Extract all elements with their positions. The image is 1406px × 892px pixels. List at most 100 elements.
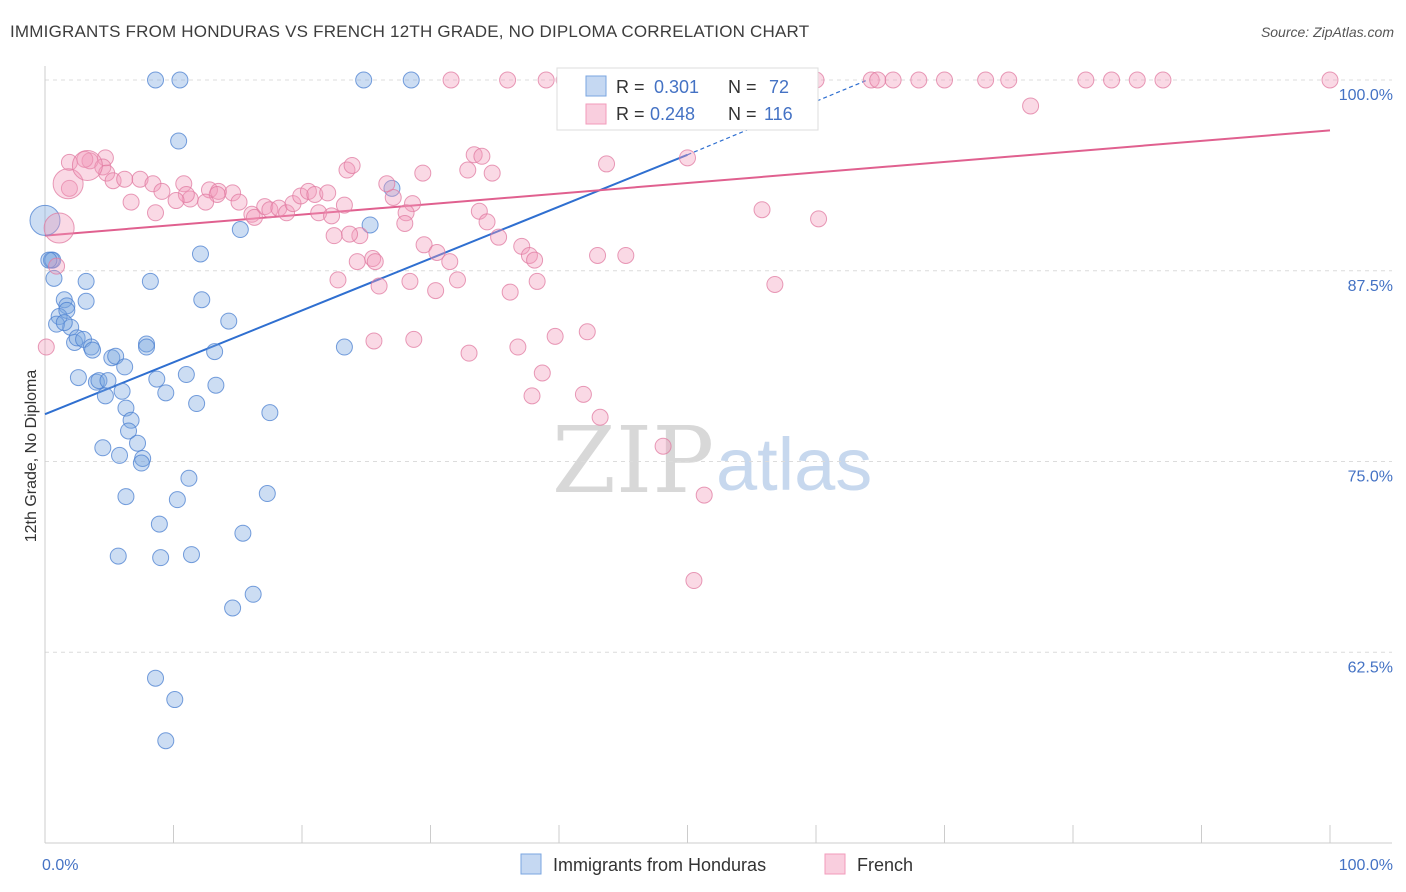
point-french-38 xyxy=(153,182,171,200)
y-tick-label-0: 100.0% xyxy=(1339,87,1393,104)
y-tick-label-1: 87.5% xyxy=(1348,278,1393,295)
point-honduras-54 xyxy=(180,469,198,487)
point-french-82 xyxy=(520,246,538,264)
point-french-72 xyxy=(343,156,361,174)
point-french-54 xyxy=(256,198,274,216)
point-honduras-56 xyxy=(168,491,186,509)
point-french-98 xyxy=(427,282,445,300)
point-honduras-40 xyxy=(207,376,225,394)
point-french-26 xyxy=(884,71,902,89)
point-honduras-63 xyxy=(244,585,262,603)
point-french-106 xyxy=(766,275,784,293)
point-french-64 xyxy=(323,207,341,225)
point-honduras-16 xyxy=(77,292,95,310)
point-french-17 xyxy=(936,71,953,89)
point-honduras-61 xyxy=(152,549,170,567)
y-tick-label-3: 62.5% xyxy=(1348,659,1393,676)
point-honduras-10 xyxy=(191,245,209,263)
bottom-legend-label-french: French xyxy=(857,855,913,875)
point-french-16 xyxy=(910,71,928,89)
legend-swatch-french xyxy=(585,103,607,125)
point-honduras-60 xyxy=(109,547,127,565)
point-honduras-12 xyxy=(141,272,159,290)
legend-n-label-french: N = xyxy=(728,104,757,124)
point-french-25 xyxy=(499,71,517,89)
point-french-24 xyxy=(1321,71,1339,89)
point-honduras-58 xyxy=(150,515,168,533)
point-french-68 xyxy=(397,204,415,222)
point-french-74 xyxy=(459,161,477,179)
point-honduras-65 xyxy=(147,669,165,687)
legend-r-value-honduras: 0.301 xyxy=(654,77,699,97)
point-french-94 xyxy=(441,253,459,271)
point-french-108 xyxy=(405,330,423,348)
legend-r-value-french: 0.248 xyxy=(650,104,695,124)
y-axis-tick-labels: 100.0% 87.5% 75.0% 62.5% xyxy=(1339,87,1393,676)
point-french-116 xyxy=(591,408,609,426)
point-honduras-46 xyxy=(122,411,140,429)
point-french-107 xyxy=(365,332,383,350)
point-french-76 xyxy=(473,147,491,165)
point-french-1 xyxy=(537,71,555,89)
point-french-105 xyxy=(810,210,828,228)
point-french-51 xyxy=(197,193,215,211)
point-french-67 xyxy=(404,195,422,213)
point-french-84 xyxy=(589,246,607,264)
point-honduras-31 xyxy=(206,343,224,361)
point-french-117 xyxy=(654,437,672,455)
point-honduras-2 xyxy=(355,71,373,89)
point-honduras-18 xyxy=(220,312,238,330)
point-french-49 xyxy=(167,192,185,210)
point-french-63 xyxy=(319,184,337,202)
trend-line-french xyxy=(44,129,1331,237)
point-honduras-67 xyxy=(157,732,175,750)
point-honduras-3 xyxy=(402,71,420,89)
point-french-118 xyxy=(695,486,713,504)
point-honduras-37 xyxy=(90,372,108,390)
point-honduras-34 xyxy=(116,358,134,376)
point-french-90 xyxy=(325,227,343,245)
point-french-55 xyxy=(261,201,279,219)
point-honduras-29 xyxy=(138,338,156,356)
source-label: Source: ZipAtlas.com xyxy=(1260,24,1394,40)
point-honduras-30 xyxy=(335,338,353,356)
legend-n-value-honduras: 72 xyxy=(769,77,789,97)
point-french-52 xyxy=(243,205,261,223)
point-french-80 xyxy=(490,228,508,246)
point-honduras-59 xyxy=(234,524,252,542)
watermark-atlas: atlas xyxy=(716,423,872,506)
x-tick-label-0: 0.0% xyxy=(42,857,78,874)
point-french-71 xyxy=(338,161,356,179)
x-axis-tick-labels: 0.0% 100.0% xyxy=(42,857,1393,874)
point-honduras-53 xyxy=(132,454,150,472)
point-french-85 xyxy=(617,246,635,264)
point-french-121 xyxy=(48,257,66,275)
point-french-77 xyxy=(483,164,501,182)
point-french-23 xyxy=(1154,71,1172,89)
point-french-69 xyxy=(384,189,402,207)
point-honduras-41 xyxy=(96,387,114,405)
point-honduras-62 xyxy=(182,546,200,564)
point-french-89 xyxy=(366,253,384,271)
y-tick-label-2: 75.0% xyxy=(1348,469,1393,486)
point-french-97 xyxy=(401,272,419,290)
point-french-36 xyxy=(131,170,149,188)
gridlines xyxy=(45,79,1392,653)
point-french-20 xyxy=(1077,71,1095,89)
point-honduras-0 xyxy=(147,71,165,89)
legend-r-label-honduras: R = xyxy=(616,77,645,97)
point-french-110 xyxy=(509,338,527,356)
point-honduras-4 xyxy=(170,132,188,150)
bottom-legend-label-honduras: Immigrants from Honduras xyxy=(553,855,766,875)
point-honduras-35 xyxy=(69,369,87,387)
point-french-57 xyxy=(278,204,296,222)
legend-r-label-french: R = xyxy=(616,104,645,124)
point-honduras-51 xyxy=(111,446,129,464)
point-french-21 xyxy=(1103,71,1121,89)
point-french-103 xyxy=(598,155,616,173)
point-french-61 xyxy=(306,185,324,203)
point-french-102 xyxy=(679,149,696,167)
point-french-47 xyxy=(122,193,140,211)
point-french-0 xyxy=(442,71,460,89)
point-french-101 xyxy=(528,272,546,290)
